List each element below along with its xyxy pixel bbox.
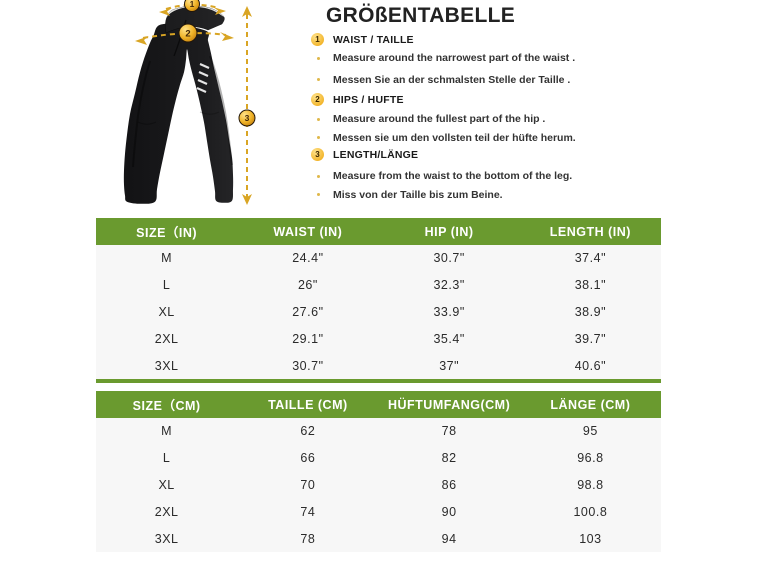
svg-text:3: 3 [245,113,250,123]
svg-text:2: 2 [185,29,190,40]
svg-text:1: 1 [190,0,195,9]
